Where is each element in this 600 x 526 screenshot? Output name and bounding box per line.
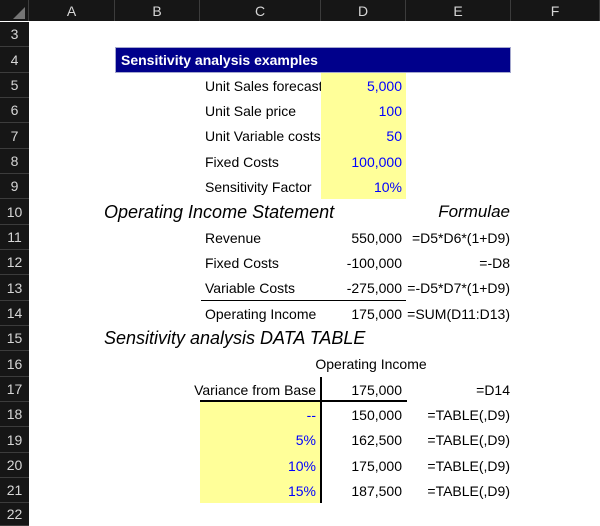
cell-table-formula-4[interactable]: =TABLE(,D9) <box>427 482 510 499</box>
row-header-13[interactable]: 13 <box>0 275 29 301</box>
cell-variance-from-base-formula[interactable]: =D14 <box>476 381 510 398</box>
row-header-21[interactable]: 21 <box>0 478 29 503</box>
cell-fixed-costs-input-value[interactable]: 100,000 <box>321 149 406 174</box>
select-all-corner[interactable] <box>0 0 29 21</box>
cell-unit-sales-forecast-value[interactable]: 5,000 <box>321 73 406 98</box>
cell-variable-costs-label[interactable]: Variable Costs <box>205 280 296 296</box>
cell-variance-from-base-value[interactable]: 175,000 <box>351 381 402 398</box>
row-header-14[interactable]: 14 <box>0 301 29 326</box>
row-header-8[interactable]: 8 <box>0 149 29 174</box>
cell-table-formula-3[interactable]: =TABLE(,D9) <box>427 457 510 474</box>
cell-revenue-formula[interactable]: =D5*D6*(1+D9) <box>411 229 510 246</box>
row-header-9[interactable]: 9 <box>0 174 29 199</box>
row-header-5[interactable]: 5 <box>0 73 29 98</box>
cell-sensitivity-factor-label[interactable]: Sensitivity Factor <box>205 178 312 195</box>
column-header-a[interactable]: A <box>29 0 115 21</box>
cell-variable-costs-value[interactable]: -275,000 <box>346 280 402 296</box>
cell-table-result-3[interactable]: 175,000 <box>351 457 402 474</box>
column-header-f[interactable]: F <box>511 0 600 21</box>
cell-fixed-costs-input-label[interactable]: Fixed Costs <box>205 153 279 170</box>
cell-unit-sale-price-value[interactable]: 100 <box>321 98 406 123</box>
cell-unit-variable-costs-value[interactable]: 50 <box>321 123 406 149</box>
cell-unit-sale-price-label[interactable]: Unit Sale price <box>205 102 297 119</box>
cell-data-table-title[interactable]: Sensitivity analysis DATA TABLE <box>104 328 366 348</box>
cell-revenue-value[interactable]: 550,000 <box>351 229 402 246</box>
row-header-20[interactable]: 20 <box>0 453 29 478</box>
cell-variance-10pct-input[interactable]: 10% <box>200 453 320 478</box>
row-header-22[interactable]: 22 <box>0 503 29 526</box>
row-header-12[interactable]: 12 <box>0 250 29 275</box>
cell-variance-from-base-label[interactable]: Variance from Base <box>194 381 316 398</box>
subtotal-border-line <box>201 300 406 301</box>
column-header-e[interactable]: E <box>406 0 511 21</box>
cell-title-banner[interactable]: Sensitivity analysis examples <box>115 47 511 73</box>
column-header-b[interactable]: B <box>115 0 200 21</box>
cell-fixed-costs-label[interactable]: Fixed Costs <box>205 254 279 271</box>
cell-operating-income-formula[interactable]: =SUM(D11:D13) <box>407 305 510 322</box>
cell-revenue-label[interactable]: Revenue <box>205 229 262 246</box>
cell-statement-title[interactable]: Operating Income Statement <box>104 201 335 222</box>
cell-fixed-costs-formula[interactable]: =-D8 <box>479 254 510 271</box>
cell-table-result-4[interactable]: 187,500 <box>351 482 402 499</box>
row-header-6[interactable]: 6 <box>0 98 29 123</box>
cell-variance-base-input[interactable]: -- <box>200 402 320 427</box>
row-header-3[interactable]: 3 <box>0 22 29 47</box>
row-header-16[interactable]: 16 <box>0 351 29 377</box>
cell-sensitivity-factor-value[interactable]: 10% <box>321 174 406 199</box>
data-table-left-border-line <box>320 377 322 503</box>
cell-operating-income-column-header[interactable]: Operating Income <box>315 356 427 372</box>
cell-table-formula-1[interactable]: =TABLE(,D9) <box>427 406 510 423</box>
row-header-7[interactable]: 7 <box>0 123 29 149</box>
select-all-icon <box>13 7 25 19</box>
cell-unit-sales-forecast-label[interactable]: Unit Sales forecast <box>205 77 323 94</box>
cell-operating-income-value[interactable]: 175,000 <box>351 305 402 322</box>
cell-table-result-1[interactable]: 150,000 <box>351 406 402 423</box>
row-header-18[interactable]: 18 <box>0 402 29 427</box>
cell-fixed-costs-value[interactable]: -100,000 <box>346 254 402 271</box>
cell-formulae-header[interactable]: Formulae <box>438 202 510 221</box>
row-header-10[interactable]: 10 <box>0 199 29 225</box>
data-table-top-border-line <box>200 400 407 402</box>
cell-table-result-2[interactable]: 162,500 <box>351 432 402 448</box>
cell-unit-variable-costs-label[interactable]: Unit Variable costs <box>205 128 321 144</box>
column-header-d[interactable]: D <box>321 0 406 21</box>
column-header-c[interactable]: C <box>200 0 321 21</box>
row-header-11[interactable]: 11 <box>0 225 29 250</box>
cell-operating-income-label[interactable]: Operating Income <box>205 305 317 322</box>
row-header-4[interactable]: 4 <box>0 47 29 73</box>
cell-table-formula-2[interactable]: =TABLE(,D9) <box>427 432 510 448</box>
cell-variance-15pct-input[interactable]: 15% <box>200 478 320 503</box>
row-header-17[interactable]: 17 <box>0 377 29 402</box>
row-header-15[interactable]: 15 <box>0 326 29 351</box>
row-header-19[interactable]: 19 <box>0 427 29 453</box>
cell-variance-5pct-input[interactable]: 5% <box>200 427 320 453</box>
cell-variable-costs-formula[interactable]: =-D5*D7*(1+D9) <box>407 280 510 296</box>
